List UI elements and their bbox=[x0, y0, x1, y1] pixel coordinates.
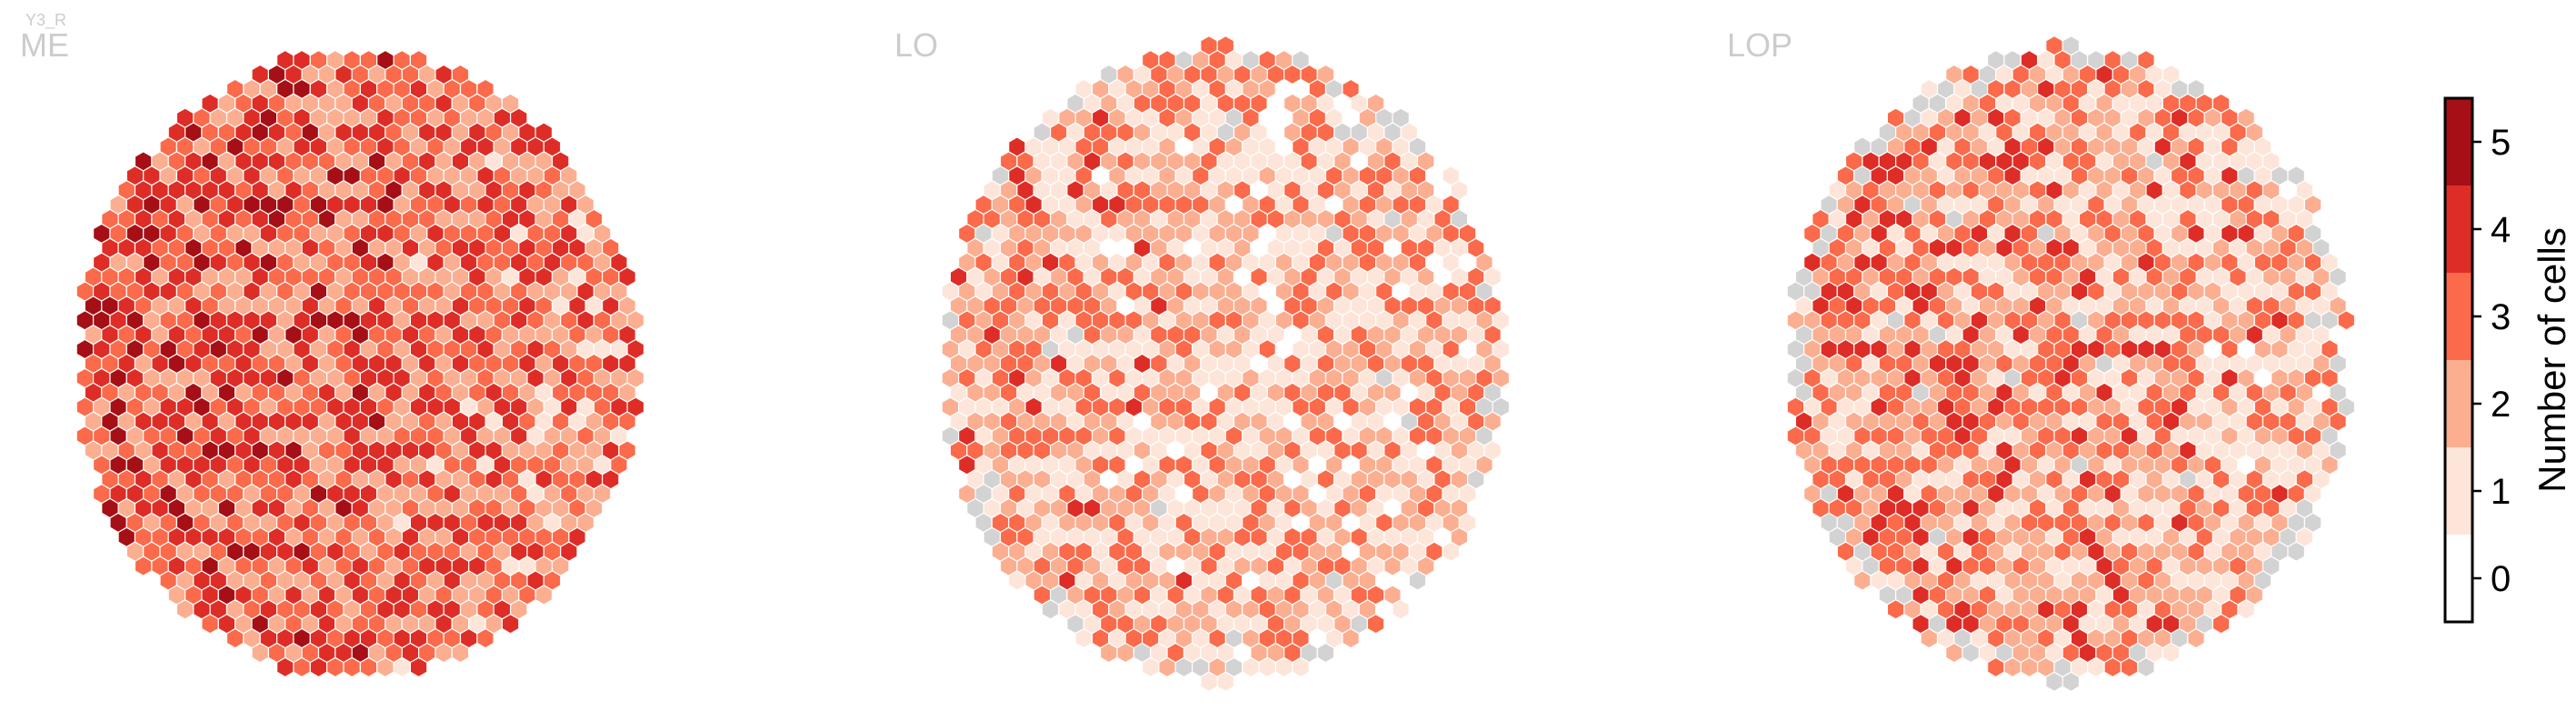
hex-cell bbox=[1158, 656, 1176, 678]
hex-cell bbox=[2120, 656, 2139, 678]
hex-cell bbox=[175, 599, 195, 620]
colorbar-tick-label: 1 bbox=[2491, 472, 2511, 512]
hex-grid-lop bbox=[1786, 35, 2356, 693]
hex-cell bbox=[1442, 541, 1461, 562]
hex-cell bbox=[434, 642, 453, 664]
panel-me: ME bbox=[20, 26, 645, 678]
hex-cell bbox=[451, 642, 470, 664]
colorbar-tick-label: 5 bbox=[2491, 123, 2511, 163]
hex-grid-lo bbox=[941, 35, 1511, 693]
panel-title-lo: LO bbox=[894, 26, 938, 64]
hex-cell bbox=[476, 627, 494, 649]
panel-lop: LOP bbox=[1727, 26, 2356, 693]
colorbar-frame bbox=[2443, 96, 2474, 624]
colorbar-segments bbox=[2445, 98, 2472, 622]
hex-cell bbox=[1174, 656, 1193, 678]
hex-cell bbox=[1316, 642, 1335, 664]
hex-cell bbox=[359, 656, 378, 678]
hex-cell bbox=[1216, 671, 1235, 693]
hex-cell bbox=[393, 656, 411, 678]
hex-cell bbox=[2212, 613, 2231, 635]
colorbar-segment bbox=[2445, 535, 2472, 622]
colorbar-tick-label: 2 bbox=[2491, 385, 2511, 425]
colorbar-tick-label: 3 bbox=[2491, 297, 2511, 337]
hex-cell bbox=[534, 585, 554, 606]
hex-cell bbox=[2162, 642, 2181, 664]
hex-grid-me bbox=[75, 49, 645, 678]
hex-cell bbox=[1292, 656, 1310, 678]
hex-cell bbox=[2237, 599, 2255, 620]
hex-cell bbox=[1366, 613, 1385, 635]
hex-cell bbox=[1853, 570, 1872, 591]
panel-title-lop: LOP bbox=[1727, 26, 1792, 64]
hex-cell bbox=[1116, 642, 1135, 664]
hex-cell bbox=[225, 627, 245, 649]
hex-cell bbox=[1392, 599, 1410, 620]
hex-cell bbox=[409, 656, 428, 678]
hex-cell bbox=[134, 556, 153, 576]
hex-cell bbox=[2045, 671, 2063, 693]
hex-cell bbox=[276, 656, 295, 678]
hex-cell bbox=[1041, 599, 1060, 620]
hex-cell bbox=[201, 613, 219, 635]
panel-title-me: ME bbox=[20, 26, 69, 64]
hex-cell bbox=[1987, 656, 2005, 678]
hex-cell bbox=[1920, 627, 1939, 649]
colorbar-ticks: 0 1 2 3 4 5 bbox=[2472, 123, 2511, 599]
hex-cell bbox=[1100, 642, 1118, 664]
hex-cell bbox=[1342, 627, 1360, 649]
panel-lo: LO bbox=[894, 26, 1511, 693]
hex-cell bbox=[1274, 656, 1293, 678]
colorbar-tick-label: 4 bbox=[2491, 210, 2511, 250]
hex-cell bbox=[2187, 627, 2205, 649]
colorbar-segment bbox=[2445, 447, 2472, 535]
hex-cell bbox=[501, 613, 520, 635]
hex-cell bbox=[1945, 642, 1963, 664]
hex-cell bbox=[1200, 671, 1218, 693]
colorbar: 0 1 2 3 4 5 Number of cells bbox=[2443, 96, 2573, 624]
hex-cell bbox=[2003, 656, 2022, 678]
hex-cell bbox=[1886, 599, 1905, 620]
colorbar-label: Number of cells bbox=[2531, 227, 2573, 493]
hex-cell bbox=[1258, 656, 1277, 678]
hex-cell bbox=[1074, 627, 1093, 649]
hex-cell bbox=[251, 642, 269, 664]
colorbar-tick-label: 0 bbox=[2491, 559, 2511, 599]
hex-cell bbox=[2103, 656, 2122, 678]
hex-cell bbox=[2137, 656, 2155, 678]
colorbar-segment bbox=[2445, 185, 2472, 273]
hex-cell bbox=[2062, 671, 2081, 693]
cell-type-label: Y3_R bbox=[25, 11, 66, 30]
hex-cell bbox=[343, 656, 361, 678]
hex-cell bbox=[1962, 642, 1980, 664]
hex-cell bbox=[1141, 656, 1160, 678]
hex-cell bbox=[376, 656, 394, 678]
hex-cell bbox=[1008, 570, 1026, 591]
hex-cell bbox=[309, 656, 328, 678]
colorbar-segment bbox=[2445, 273, 2472, 360]
hex-cell bbox=[1242, 656, 1260, 678]
hex-cell bbox=[293, 656, 311, 678]
colorbar-segment bbox=[2445, 98, 2472, 185]
colorbar-segment bbox=[2445, 360, 2472, 447]
hex-cell bbox=[2020, 656, 2039, 678]
hex-cell bbox=[326, 656, 344, 678]
hex-cell bbox=[2287, 541, 2305, 562]
hex-cell bbox=[2087, 656, 2105, 678]
